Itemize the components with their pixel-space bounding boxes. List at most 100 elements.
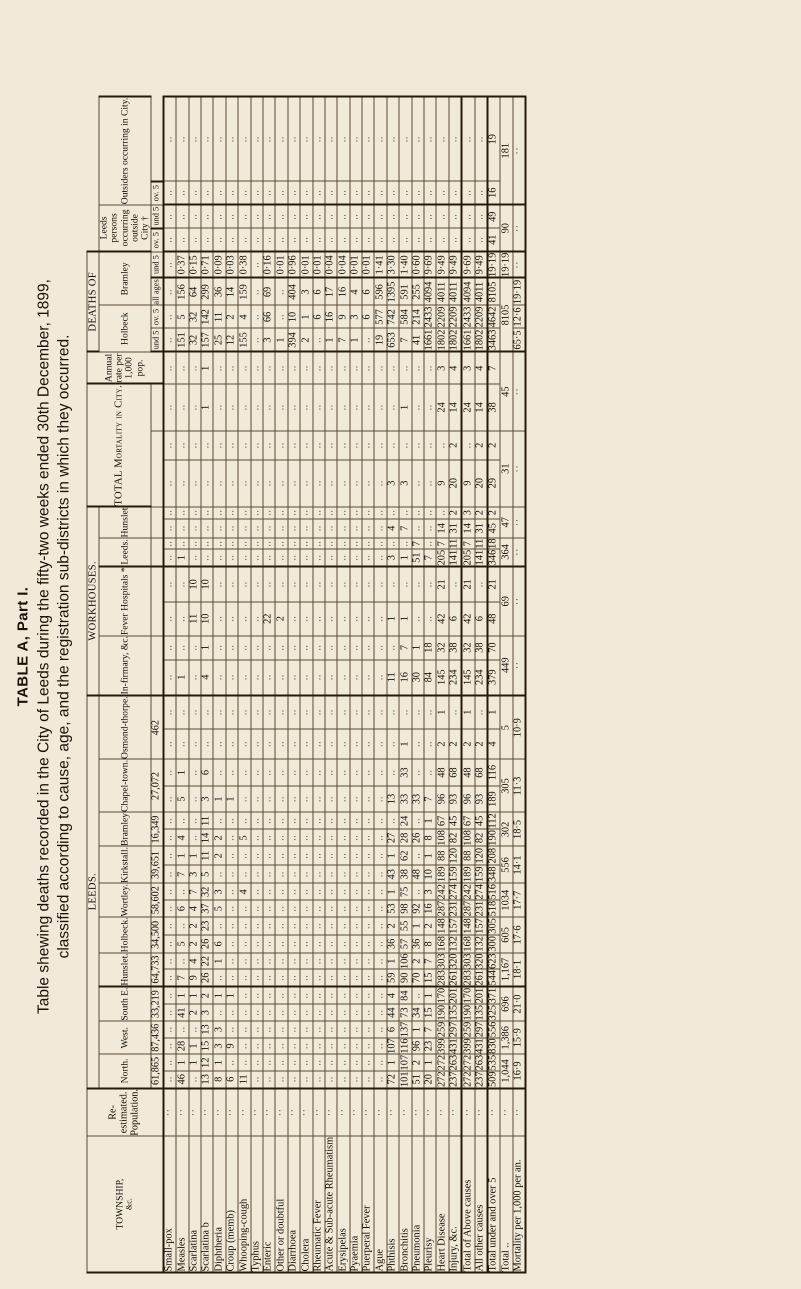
data-cell: .. xyxy=(162,601,176,636)
data-cell: .. xyxy=(386,728,399,759)
data-cell: .. xyxy=(250,277,263,305)
data-cell: .. xyxy=(287,758,300,786)
data-cell: .. xyxy=(225,565,238,602)
data-cell: .. xyxy=(299,96,312,181)
data-cell: 8105 xyxy=(500,277,513,352)
data-cell: 19 xyxy=(486,96,500,181)
data-cell: .. xyxy=(436,204,449,228)
data-cell: .. xyxy=(238,758,251,786)
data-cell: .. xyxy=(461,96,475,181)
data-cell: 45 xyxy=(448,811,462,829)
data-cell: .. xyxy=(312,327,325,352)
data-cell: .. xyxy=(176,430,189,460)
data-cell: 516 xyxy=(486,882,500,900)
data-cell: 69 xyxy=(262,277,275,305)
data-cell: 591 xyxy=(399,277,412,305)
data-cell: .. xyxy=(238,601,251,636)
data-cell: 75 xyxy=(399,882,412,900)
data-cell: .. xyxy=(200,204,213,228)
data-cell: .. xyxy=(176,351,189,384)
data-cell: 2 xyxy=(448,506,462,519)
data-cell: .. xyxy=(448,694,462,729)
data-cell: 1,386 xyxy=(500,1020,513,1054)
data-cell: 7 xyxy=(188,882,201,900)
township-label: TOWNSHIP, xyxy=(114,1178,126,1229)
data-cell: .. xyxy=(162,1003,176,1021)
data-cell: .. xyxy=(213,430,226,460)
data-cell: 303 xyxy=(435,952,449,969)
data-cell: 4 xyxy=(349,277,362,305)
data-cell: .. xyxy=(349,986,362,1004)
data-cell: .. xyxy=(324,986,337,1004)
data-cell: 47 xyxy=(500,506,513,538)
data-cell: 431 xyxy=(473,1037,487,1054)
data-cell: .. xyxy=(411,383,424,431)
data-cell: .. xyxy=(162,548,176,566)
data-cell: .. xyxy=(188,180,201,205)
data-cell: 5 xyxy=(238,828,251,846)
data-cell: .. xyxy=(250,952,263,969)
col-district-north: North. xyxy=(98,1053,151,1088)
data-cell: .. xyxy=(361,565,374,602)
data-cell: 1 xyxy=(188,1037,201,1054)
data-cell: ·· xyxy=(162,1087,176,1136)
data-cell: 302 xyxy=(500,811,513,846)
data-cell: 38 xyxy=(448,635,462,660)
data-cell: .. xyxy=(337,864,350,883)
data-cell: ·· xyxy=(262,1087,275,1136)
data-cell: 38 xyxy=(474,635,487,660)
row-label: Bronchitis xyxy=(399,1135,412,1272)
pop-osmondthorpe: 462 xyxy=(150,694,163,759)
data-cell: .. xyxy=(374,430,387,460)
data-cell: 320 xyxy=(448,952,462,969)
data-cell: .. xyxy=(162,1037,176,1054)
data-cell: 7 xyxy=(176,864,189,883)
data-cell: 15 xyxy=(200,1037,213,1054)
data-cell: 7 xyxy=(436,537,449,549)
pop-infirmary xyxy=(150,635,163,695)
data-cell: 584 xyxy=(399,304,412,328)
data-cell: 27 xyxy=(386,828,399,846)
row-label: Puerperal Fever xyxy=(361,1135,374,1272)
data-cell: 3 xyxy=(188,864,201,883)
data-cell: .. xyxy=(162,327,176,352)
data-cell: .. xyxy=(312,785,325,812)
data-cell: .. xyxy=(250,1070,263,1088)
row-label: Whooping-cough xyxy=(238,1135,251,1272)
data-cell: 431 xyxy=(448,1037,462,1054)
data-cell: 4 xyxy=(238,882,251,900)
data-cell: .. xyxy=(287,934,300,953)
data-cell: 2 xyxy=(448,728,462,759)
data-cell: 3 xyxy=(461,351,475,384)
data-cell: 261 xyxy=(448,968,462,987)
data-cell: .. xyxy=(275,537,288,549)
data-cell: .. xyxy=(213,518,226,538)
data-cell: .. xyxy=(238,459,251,507)
row-label: Small-pox xyxy=(162,1135,176,1272)
data-cell: .. xyxy=(287,916,300,935)
data-cell: .. xyxy=(349,694,362,729)
data-cell: 263 xyxy=(473,1053,487,1071)
data-cell: 49 xyxy=(486,204,500,228)
data-cell: 6 xyxy=(386,1020,399,1038)
data-cell: .. xyxy=(213,635,226,660)
data-cell: .. xyxy=(324,916,337,935)
data-cell: 9 xyxy=(225,1037,238,1054)
data-cell: 43 xyxy=(386,864,399,883)
data-cell: .. xyxy=(324,506,337,519)
data-cell: 51 xyxy=(411,548,424,566)
data-cell: .. xyxy=(176,694,189,729)
data-cell: .. xyxy=(349,1020,362,1038)
data-cell: 2209 xyxy=(448,304,462,328)
data-cell: .. xyxy=(275,846,288,865)
data-cell: 55 xyxy=(399,916,412,935)
oi-und5-head: und 5 xyxy=(150,204,163,228)
data-cell: .. xyxy=(337,828,350,846)
data-cell: .. xyxy=(337,811,350,829)
data-cell: 21 xyxy=(436,565,449,602)
data-cell: .. xyxy=(275,383,288,431)
data-cell: .. xyxy=(299,828,312,846)
data-cell: 64 xyxy=(188,277,201,305)
data-cell: .. xyxy=(374,351,387,384)
data-cell: .. xyxy=(386,227,399,252)
